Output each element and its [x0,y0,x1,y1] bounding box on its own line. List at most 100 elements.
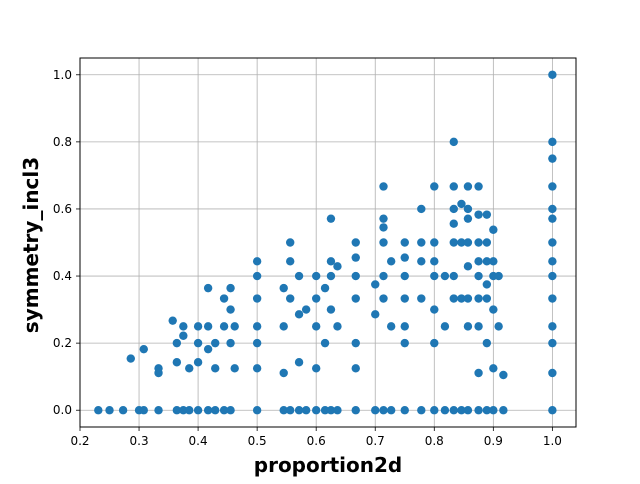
data-point [463,204,473,214]
data-point [294,358,304,367]
data-point [203,344,213,354]
data-point [400,322,409,331]
data-point [320,283,330,293]
data-point [351,406,360,415]
data-point [105,406,114,415]
x-axis-label: proportion2d [254,453,402,477]
data-point [494,271,503,281]
data-point [371,310,380,319]
data-point [279,322,288,331]
data-point [457,238,466,247]
data-point [301,305,311,314]
x-tick-label: 0.3 [130,434,149,448]
data-point [474,271,483,281]
data-point [333,406,342,415]
y-axis-label: symmetry_incl3 [19,157,43,333]
data-point [417,257,426,266]
data-point [474,406,483,415]
data-point [172,406,182,415]
y-tick-label: 0.8 [53,135,72,149]
data-point [474,322,483,331]
data-point [430,271,439,281]
data-point [489,364,498,373]
y-tick-label: 0.2 [53,336,72,350]
data-point [440,406,450,415]
data-point [417,204,426,214]
data-point [417,406,426,415]
data-point [168,316,177,325]
data-point [193,358,203,367]
data-point [474,257,483,266]
data-point [94,406,103,415]
data-point [226,338,235,348]
data-point [548,204,557,214]
data-point [179,406,188,415]
y-axis-ticks: 0.0 0.2 0.4 0.6 0.8 1.0 [53,68,80,417]
data-point [193,406,203,415]
x-tick-label: 0.5 [248,434,267,448]
data-point [482,257,492,266]
data-point [400,406,409,415]
data-point [430,406,439,415]
data-point [449,238,458,247]
data-point [449,219,458,228]
data-point [371,406,380,415]
data-point [379,214,388,223]
data-point [252,406,262,415]
data-point [379,223,388,232]
data-point [463,262,473,271]
data-point [463,322,473,331]
data-point [172,338,182,348]
data-point [482,406,492,415]
data-point [482,210,492,219]
data-point [311,406,321,415]
data-point [482,294,492,303]
data-point [430,305,439,314]
data-point [463,406,473,415]
data-point [449,137,458,147]
data-point [226,305,235,314]
data-point [457,406,466,415]
data-point [400,338,409,348]
data-point [351,253,360,262]
data-point [320,338,330,348]
data-point [311,294,321,303]
data-point [172,358,182,367]
data-point [400,238,409,247]
data-point [417,294,426,303]
data-point [126,354,135,363]
data-point [326,305,336,314]
data-point [548,70,557,79]
data-point [548,338,557,348]
data-point [351,294,360,303]
data-point [333,262,342,271]
data-point [379,294,388,303]
data-point [494,322,503,331]
data-point [185,406,194,415]
data-point [333,322,342,331]
data-point [203,283,213,293]
data-point [499,406,508,415]
data-point [311,271,321,281]
data-point [139,406,148,415]
data-point [548,294,557,303]
data-point [252,294,262,303]
data-point [351,238,360,247]
data-point [548,137,557,147]
data-point [379,271,388,281]
data-point [457,199,466,209]
data-point [386,406,396,415]
data-point [326,214,336,223]
data-point [185,364,194,373]
x-tick-label: 0.6 [307,434,326,448]
data-point [252,257,262,266]
data-point [440,271,450,281]
data-point [252,271,262,281]
data-point [430,182,439,191]
y-tick-label: 1.0 [53,68,72,82]
x-tick-label: 0.2 [70,434,89,448]
data-point [449,406,458,415]
data-point [489,257,498,266]
data-point [301,406,311,415]
data-point [118,406,128,415]
